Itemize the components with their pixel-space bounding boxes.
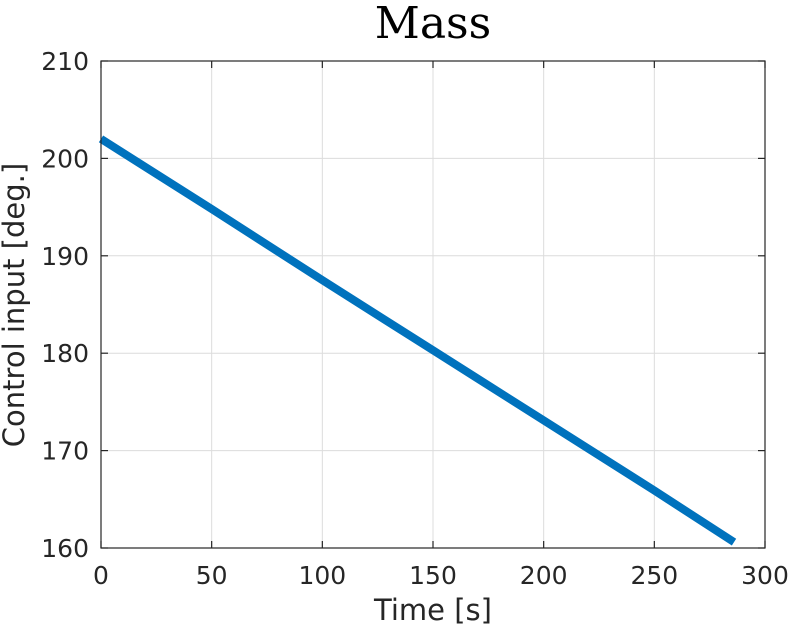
x-tick-label: 50 [196,561,228,590]
y-tick-label: 210 [41,47,89,76]
x-tick-label: 100 [298,561,346,590]
x-tick-label: 300 [741,561,789,590]
y-axis-label: Control input [deg.] [0,163,31,447]
x-axis-label: Time [s] [373,593,492,627]
y-tick-label: 160 [41,534,89,563]
y-tick-label: 190 [41,242,89,271]
y-tick-label: 180 [41,339,89,368]
series-line-0 [98,135,737,546]
x-tick-label: 250 [630,561,678,590]
y-tick-label: 200 [41,144,89,173]
x-tick-label: 0 [93,561,109,590]
chart-title: Mass [375,0,491,49]
series-group [98,135,737,546]
x-tick-label: 200 [520,561,568,590]
y-tick-label: 170 [41,437,89,466]
ticks: 0 50 100 150 200 250 300 160 170 180 190 200 210 [41,47,789,590]
x-tick-label: 150 [409,561,457,590]
